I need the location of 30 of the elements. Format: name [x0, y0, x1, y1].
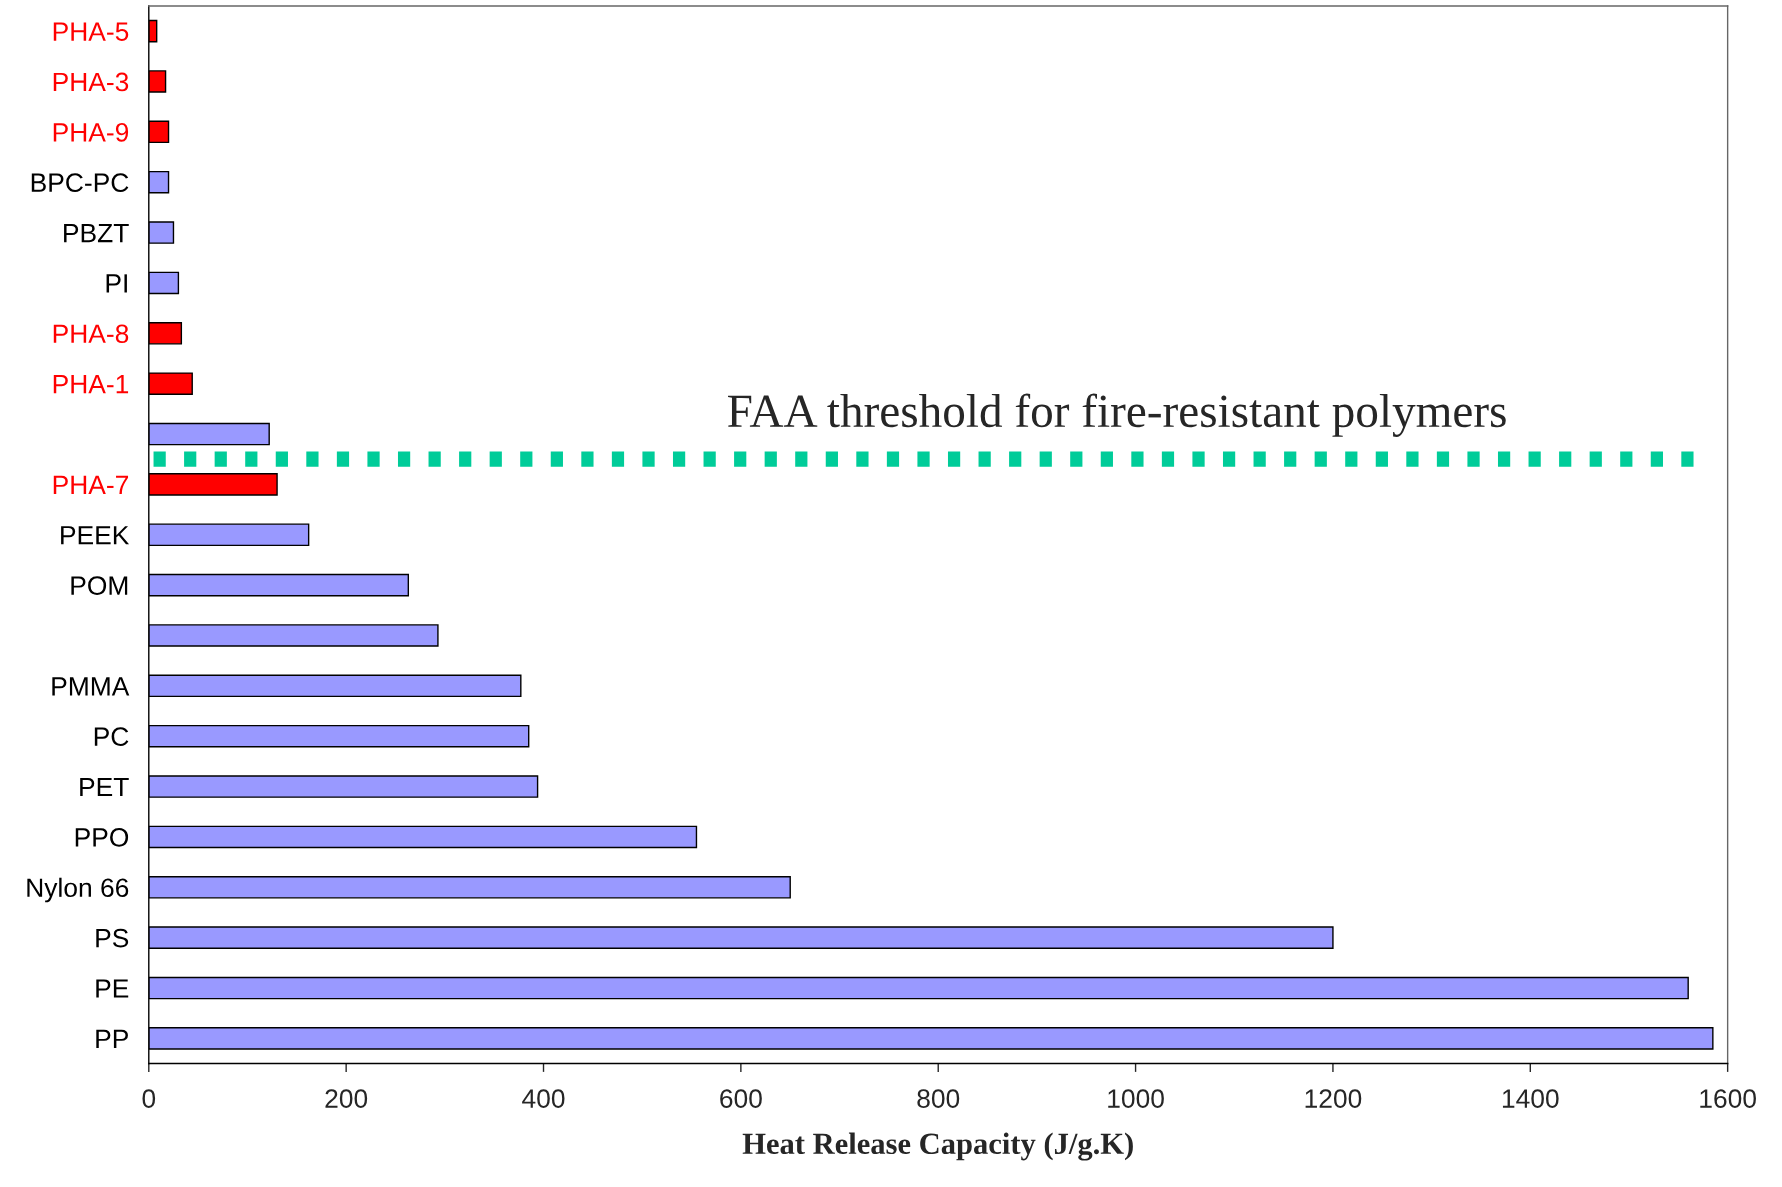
y-tick-label: PI	[106, 274, 127, 293]
y-tick-label: PHA-3	[53, 72, 129, 92]
x-tick-label: 600	[720, 1089, 762, 1108]
y-tick-label: Nylon 66	[27, 877, 129, 903]
x-tick-label: 1000	[1108, 1089, 1164, 1108]
y-tick-label: PEEK	[61, 526, 130, 545]
x-tick-label: 1400	[1502, 1089, 1559, 1108]
y-tick-label: PHA-9	[53, 122, 129, 142]
y-tick-label: PHA-8	[53, 324, 129, 344]
x-tick-label: 1200	[1305, 1089, 1362, 1108]
x-tick-label: 800	[917, 1089, 960, 1108]
ref-line-label: FAA threshold for fire-resistant polymers	[728, 393, 1506, 437]
y-tick-label: PS	[96, 928, 129, 948]
y-tick-label: PHA-5	[53, 22, 129, 41]
x-tick-label: 400	[522, 1089, 565, 1108]
y-tick-label: PBZT	[64, 223, 129, 243]
x-axis-title: Heat Release Capacity (J/g.K)	[742, 1132, 1133, 1161]
y-tick-label: PPO	[75, 828, 129, 847]
y-tick-label: PC	[94, 727, 129, 747]
x-tick-label: 200	[325, 1089, 368, 1108]
x-tick-label: 0	[142, 1089, 156, 1108]
y-tick-label: POM	[71, 576, 128, 595]
y-tick-label: PHA-7	[53, 475, 129, 494]
y-tick-label: PET	[80, 777, 129, 797]
y-tick-label: PP	[96, 1029, 128, 1048]
x-tick-label: 1600	[1700, 1089, 1756, 1108]
y-tick-label: PHA-1	[53, 375, 129, 394]
y-tick-label: BPC-PC	[31, 173, 129, 193]
y-tick-label: PMMA	[52, 677, 130, 696]
y-tick-label: PE	[96, 979, 129, 998]
